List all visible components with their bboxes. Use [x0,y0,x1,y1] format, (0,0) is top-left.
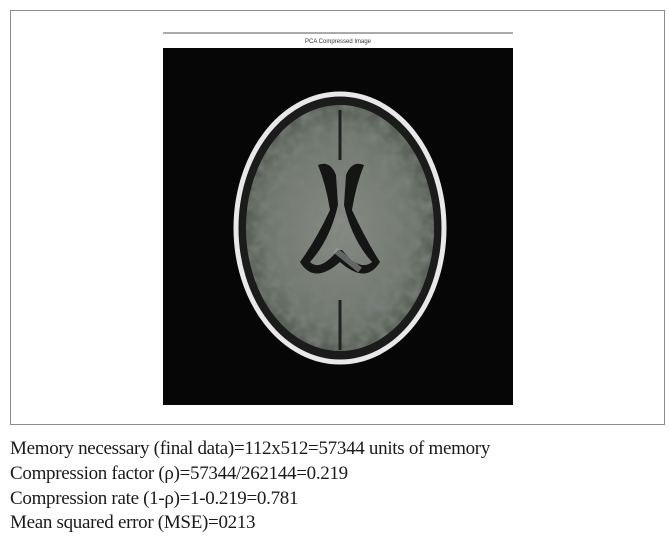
text-line: Compression factor (ρ)=57344/262144=0.21… [10,463,348,485]
page: PCA Compressed Image Memory necessary (f… [0,0,669,549]
text-line: Memory necessary (final data)=112x512=57… [10,438,490,460]
image-title: PCA Compressed Image [305,39,372,45]
text-line: Mean squared error (MSE)=0213 [10,512,255,534]
figure: PCA Compressed Image [0,0,669,430]
text-line: Compression rate (1-ρ)=1-0.219=0.781 [10,488,298,510]
brain [236,94,444,362]
